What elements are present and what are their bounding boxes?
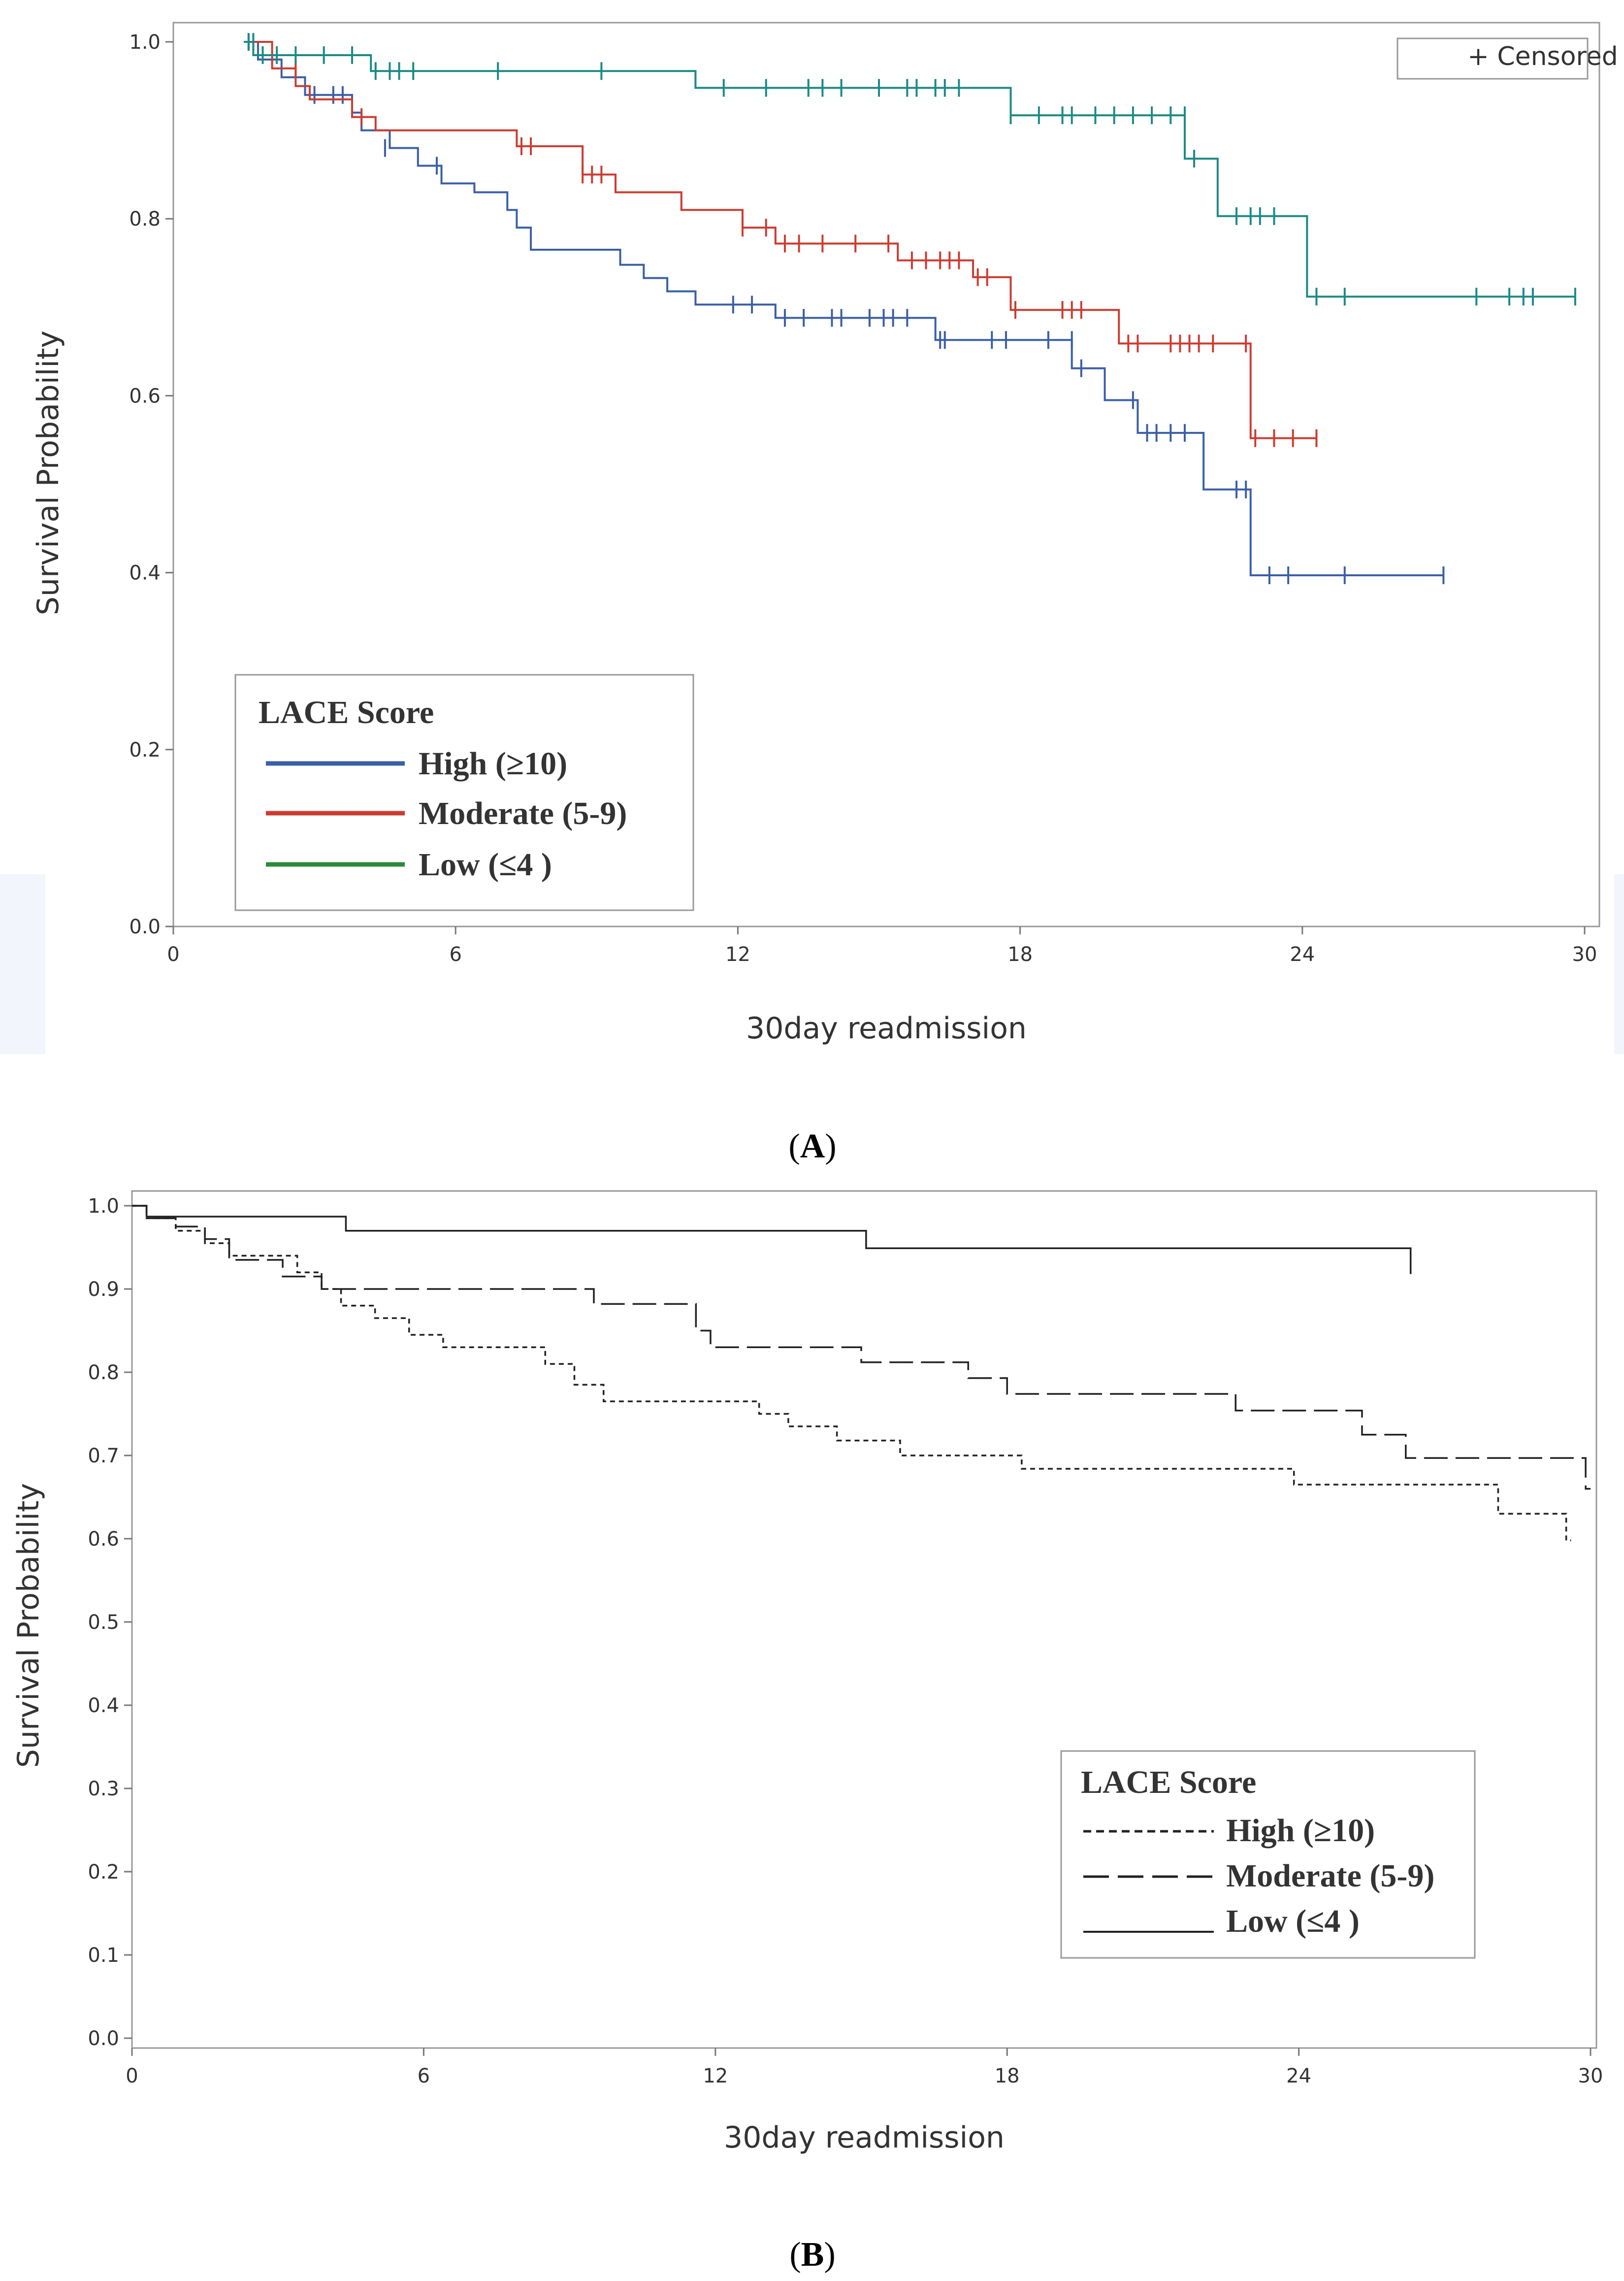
y-tick-label: 0.9 [88,1278,119,1301]
y-axis-title-a: Survival Probability [31,331,65,615]
y-tick-label: 0.0 [129,916,161,938]
right-edge-shade [1614,874,1624,1054]
x-axis-ticks-b: 0 6 12 18 24 30 [126,2048,1603,2087]
y-axis-ticks-b: 0.0 0.1 0.2 0.3 0.4 0.5 0.6 0.7 0.8 0.9 1.0 [88,1195,132,2050]
legend-label-low-a: Low (≤4 ) [419,847,552,883]
series-line-low [132,1205,1412,1274]
x-tick-label: 24 [1286,2065,1311,2087]
x-axis-title-a: 30day readmission [746,1011,1027,1046]
legend-label-high-a: High (≥10) [419,746,567,782]
panel-letter-b: B [801,2236,824,2274]
series-group-b [132,1205,1591,1542]
y-axis-title-b: Survival Probability [11,1483,46,1768]
legend-label-moderate-b: Moderate (5-9) [1226,1858,1434,1894]
legend-label-low-b: Low (≤4 ) [1226,1903,1360,1939]
legend-a: LACE Score High (≥10) Moderate (5-9) Low… [234,674,694,911]
panel-label-a: (A) [788,1127,836,1165]
censored-legend: + Censored [1467,42,1618,71]
y-tick-label: 0.4 [129,562,161,585]
y-tick-label: 0.2 [129,739,161,761]
panel-letter-a: A [800,1127,825,1165]
series-line-moderate [244,41,1317,439]
x-axis-ticks-a: 0 6 12 18 24 30 [167,926,1597,966]
x-tick-label: 24 [1290,943,1315,966]
y-axis-ticks-a: 0.0 0.2 0.4 0.6 0.8 1.0 [129,31,173,938]
y-tick-label: 0.4 [88,1694,119,1717]
y-tick-label: 1.0 [88,1195,119,1218]
y-tick-label: 0.2 [88,1861,119,1884]
x-tick-label: 12 [703,2065,728,2087]
x-tick-label: 18 [995,2065,1020,2087]
x-axis-title-b: 30day readmission [724,2120,1005,2155]
x-tick-label: 18 [1007,943,1033,966]
y-tick-label: 0.0 [88,2027,119,2050]
x-tick-label: 0 [126,2065,138,2087]
legend-b: LACE Score High (≥10) Moderate (5-9) Low… [1060,1750,1476,1959]
legend-label-moderate-a: Moderate (5-9) [419,795,627,831]
y-tick-label: 0.7 [88,1445,119,1467]
legend-box-b [1060,1750,1476,1959]
panel-label-b: (B) [789,2236,835,2274]
series-line-low [244,41,1575,298]
x-tick-label: 6 [449,943,461,966]
legend-box-a [234,674,694,911]
y-tick-label: 0.6 [129,385,161,407]
y-tick-label: 0.5 [88,1611,119,1634]
y-tick-label: 0.6 [88,1528,119,1551]
y-tick-label: 0.8 [129,208,161,231]
legend-title-b: LACE Score [1081,1764,1256,1800]
x-tick-label: 30 [1578,2065,1603,2087]
panel-a-chart: 0.0 0.2 0.4 0.6 0.8 1.0 0 6 12 18 24 30 + Censored… [0,22,1624,1165]
legend-title-a: LACE Score [259,694,434,730]
y-tick-label: 0.8 [88,1361,119,1384]
left-edge-shade [0,874,45,1054]
censored-legend-box [1397,37,1589,80]
series-group-a [244,33,1576,584]
x-tick-label: 30 [1572,943,1597,966]
x-tick-label: 6 [418,2065,430,2087]
x-tick-label: 12 [725,943,750,966]
y-tick-label: 1.0 [129,31,161,54]
legend-label-high-b: High (≥10) [1226,1813,1375,1849]
y-tick-label: 0.1 [88,1944,119,1967]
x-tick-label: 0 [167,943,179,966]
y-tick-label: 0.3 [88,1778,119,1800]
panel-b-chart: 0.0 0.1 0.2 0.3 0.4 0.5 0.6 0.7 0.8 0.9 1.0 0 6 12 18… [11,1190,1603,2274]
series-line-moderate [132,1205,1591,1490]
